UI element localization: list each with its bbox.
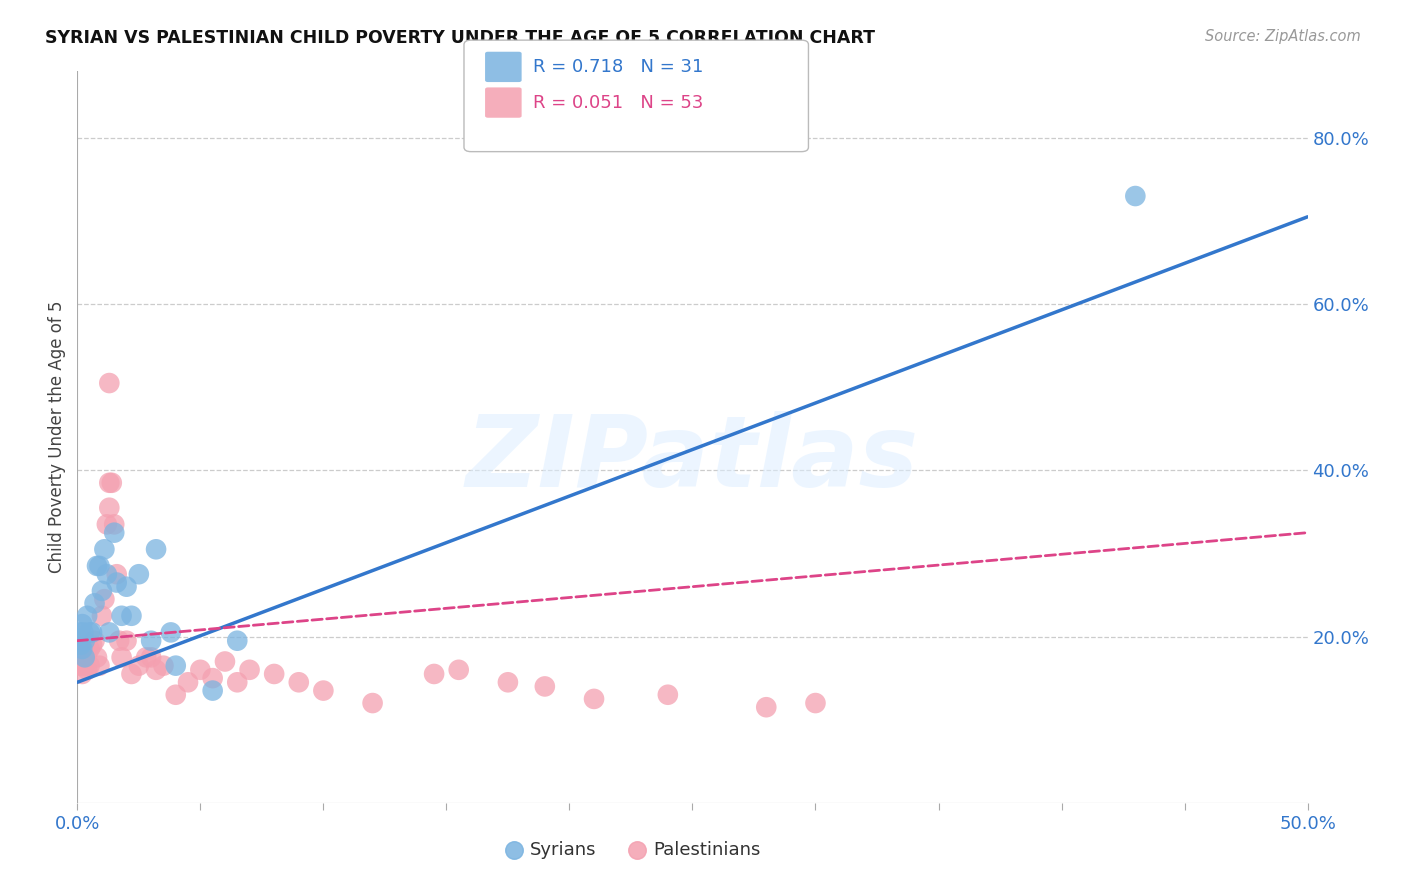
Point	[72, 625, 94, 640]
Point	[76, 608, 98, 623]
Point	[214, 655, 236, 669]
Point	[89, 658, 111, 673]
Point	[121, 608, 143, 623]
Point	[135, 650, 157, 665]
Point	[69, 625, 91, 640]
Point	[76, 646, 98, 660]
Text: Source: ZipAtlas.com: Source: ZipAtlas.com	[1205, 29, 1361, 44]
Point	[90, 608, 114, 623]
Point	[939, 850, 962, 864]
Point	[239, 663, 262, 677]
Point	[108, 633, 131, 648]
Point	[105, 567, 128, 582]
Point	[312, 683, 335, 698]
Text: SYRIAN VS PALESTINIAN CHILD POVERTY UNDER THE AGE OF 5 CORRELATION CHART: SYRIAN VS PALESTINIAN CHILD POVERTY UNDE…	[45, 29, 875, 46]
Point	[160, 625, 183, 640]
Point	[83, 633, 105, 648]
Point	[755, 700, 778, 714]
Point	[73, 642, 96, 657]
Point	[288, 675, 311, 690]
Point	[70, 667, 93, 681]
Point	[98, 625, 121, 640]
Point	[82, 625, 104, 640]
Point	[86, 650, 108, 665]
Point	[145, 663, 167, 677]
Text: ZIPatlas: ZIPatlas	[465, 410, 920, 508]
Point	[121, 667, 143, 681]
Point	[263, 667, 285, 681]
Point	[69, 658, 91, 673]
Point	[101, 475, 124, 490]
Point	[177, 675, 200, 690]
Point	[90, 583, 114, 598]
Point	[72, 633, 94, 648]
Point	[73, 650, 96, 665]
Point	[115, 633, 138, 648]
Point	[86, 558, 108, 573]
Point	[201, 671, 224, 685]
Point	[79, 658, 101, 673]
Point	[69, 642, 91, 657]
Point	[1125, 189, 1147, 203]
Point	[361, 696, 384, 710]
Point	[73, 633, 96, 648]
Point	[128, 658, 150, 673]
Point	[111, 650, 132, 665]
Point	[103, 525, 125, 540]
Point	[201, 683, 224, 698]
Point	[111, 608, 132, 623]
Point	[82, 638, 104, 652]
Point	[96, 517, 118, 532]
Point	[1185, 850, 1208, 864]
Text: R = 0.051   N = 53: R = 0.051 N = 53	[533, 94, 703, 112]
Point	[79, 625, 101, 640]
Text: Syrians: Syrians	[530, 841, 596, 859]
Point	[98, 376, 121, 390]
Point	[115, 580, 138, 594]
Point	[96, 567, 118, 582]
Point	[98, 500, 121, 515]
Point	[226, 675, 249, 690]
Point	[98, 475, 121, 490]
Point	[657, 688, 679, 702]
Point	[70, 642, 93, 657]
Point	[103, 517, 125, 532]
Point	[93, 592, 115, 607]
Point	[165, 658, 187, 673]
Y-axis label: Child Poverty Under the Age of 5: Child Poverty Under the Age of 5	[48, 301, 66, 574]
Point	[76, 663, 98, 677]
Point	[141, 633, 163, 648]
Text: R = 0.718   N = 31: R = 0.718 N = 31	[533, 58, 703, 76]
Point	[534, 680, 557, 694]
Point	[152, 658, 174, 673]
Point	[423, 667, 446, 681]
Point	[70, 650, 93, 665]
Point	[145, 542, 167, 557]
Point	[496, 675, 519, 690]
Text: Palestinians: Palestinians	[654, 841, 761, 859]
Point	[93, 542, 115, 557]
Point	[89, 558, 111, 573]
Point	[73, 658, 96, 673]
Point	[583, 692, 606, 706]
Point	[447, 663, 470, 677]
Point	[70, 642, 93, 657]
Point	[67, 650, 90, 665]
Point	[128, 567, 150, 582]
Point	[804, 696, 827, 710]
Point	[70, 617, 93, 632]
Point	[141, 650, 163, 665]
Point	[188, 663, 212, 677]
Point	[79, 642, 101, 657]
Point	[83, 596, 105, 610]
Point	[67, 633, 90, 648]
Point	[226, 633, 249, 648]
Point	[70, 638, 93, 652]
Point	[105, 575, 128, 590]
Point	[165, 688, 187, 702]
